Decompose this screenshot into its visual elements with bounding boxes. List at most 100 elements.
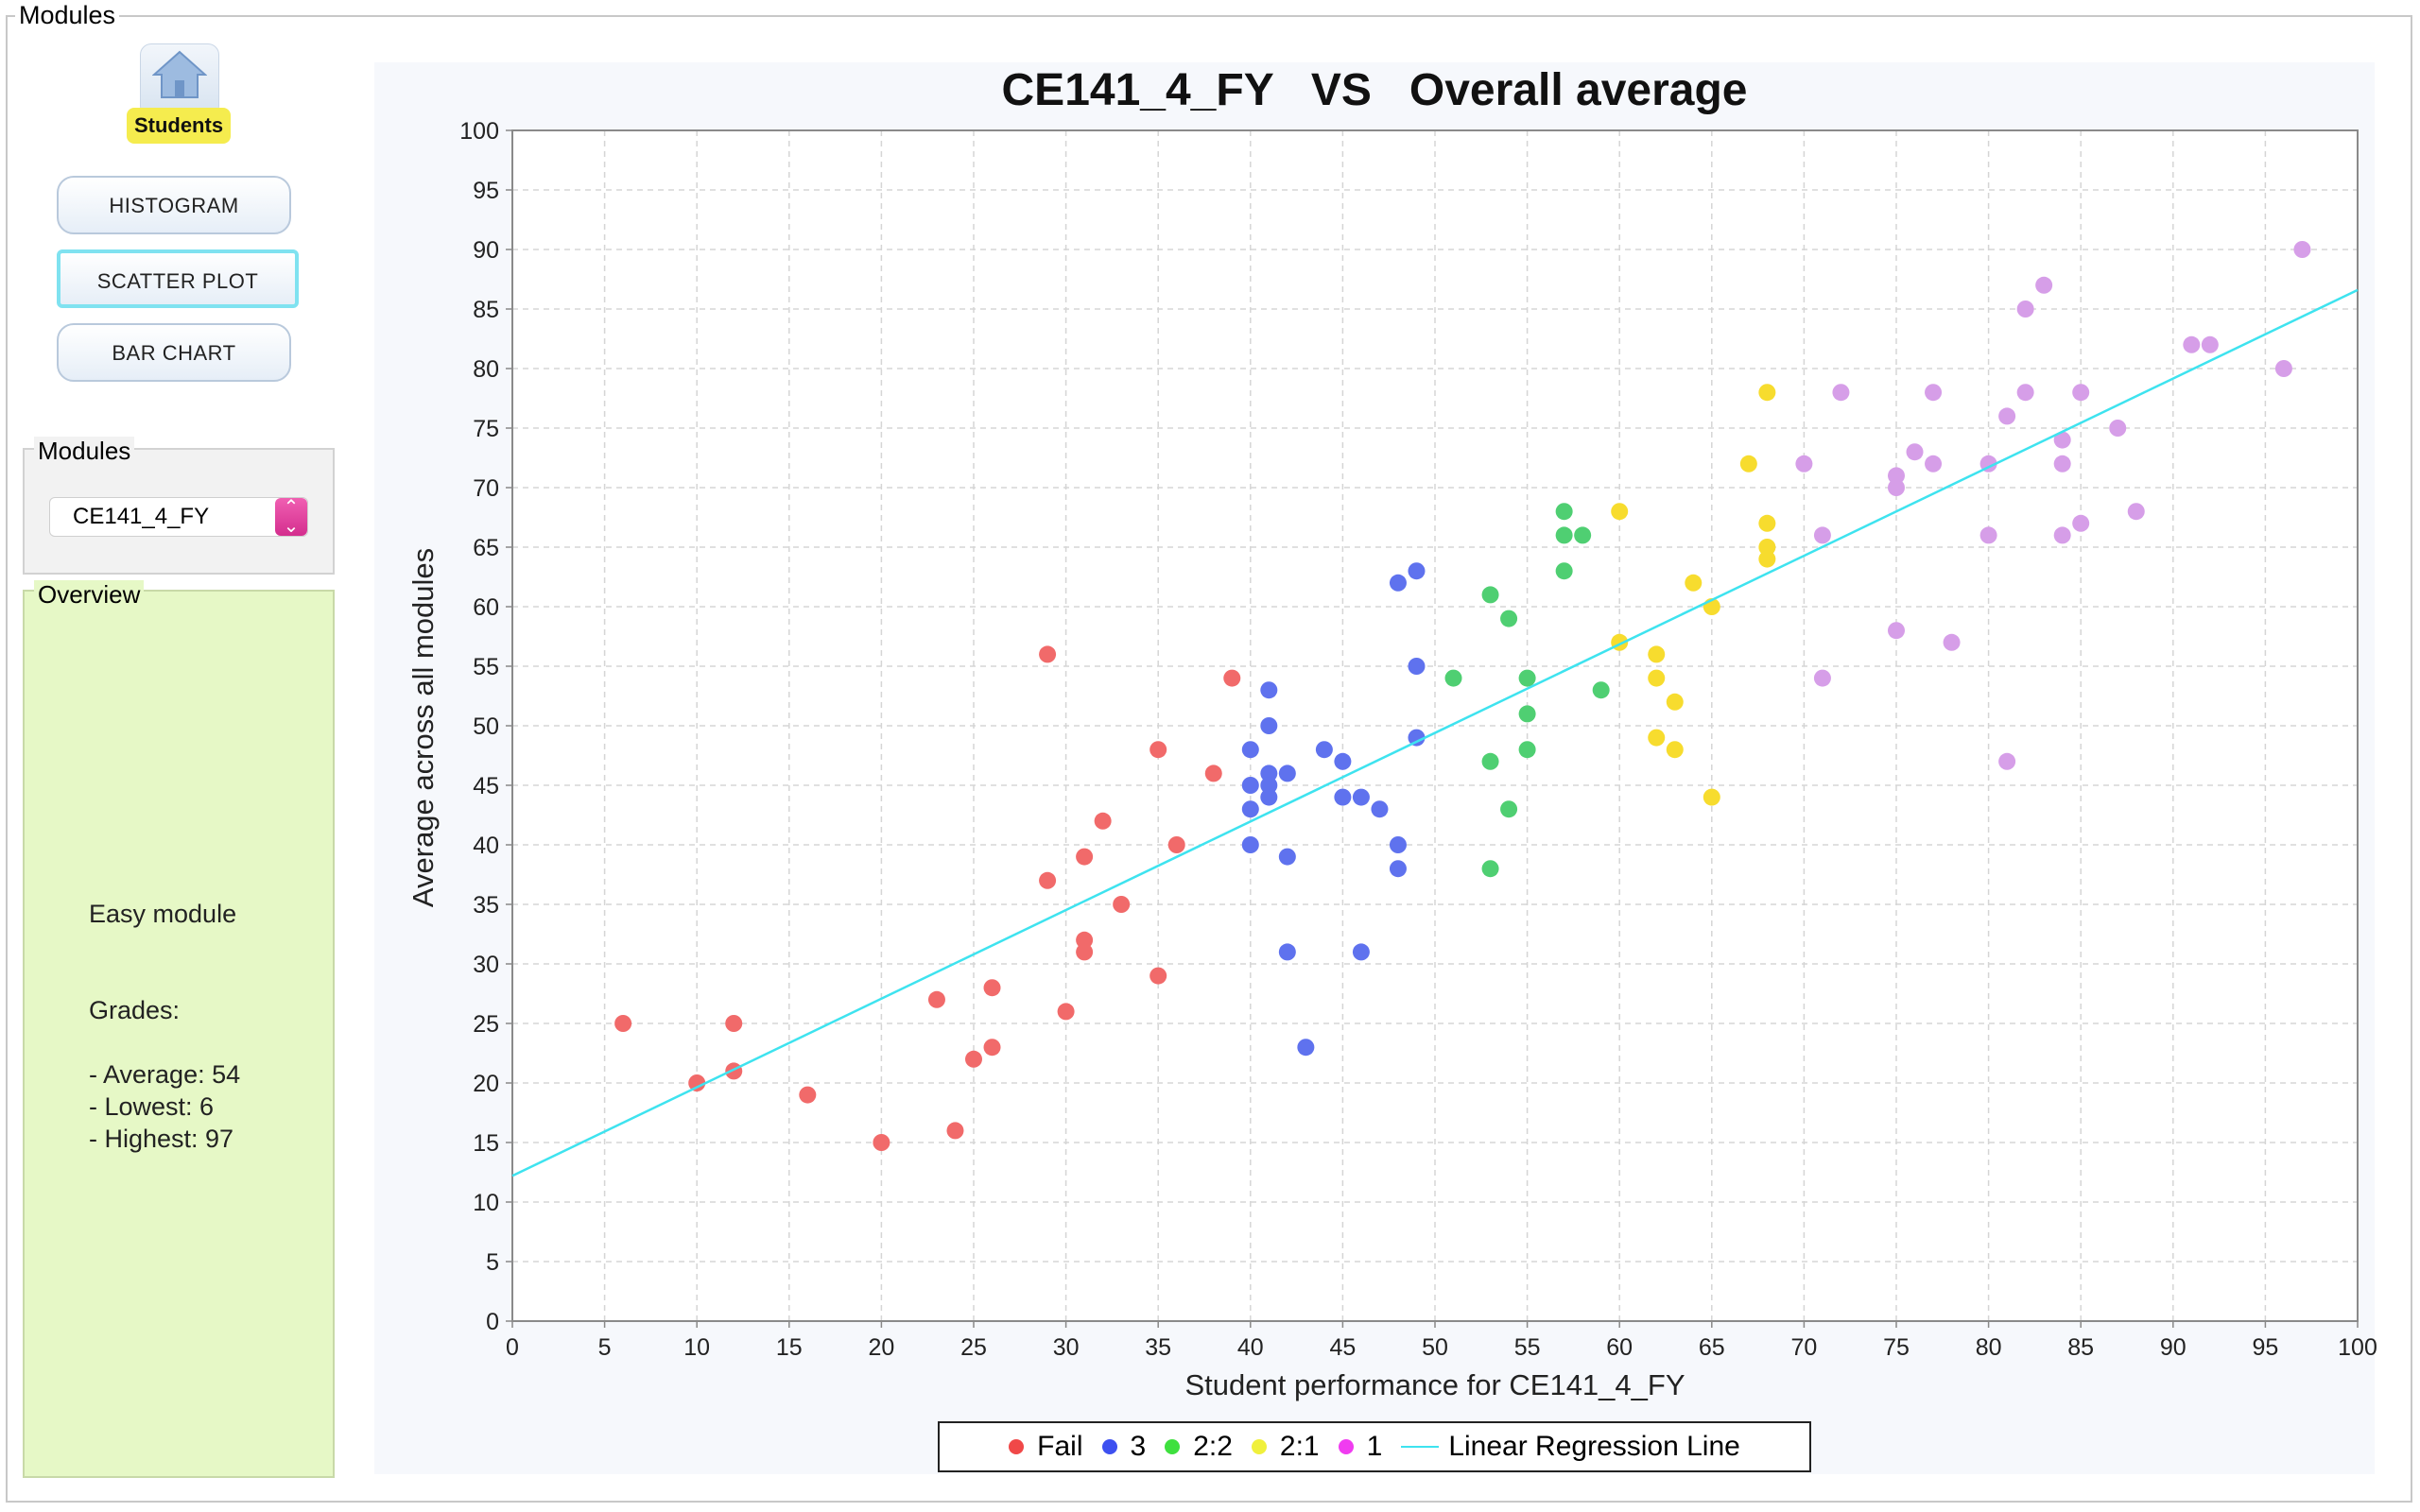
- data-point: [1389, 574, 1407, 592]
- data-point: [614, 1015, 632, 1032]
- legend-dot-first: [1338, 1439, 1354, 1454]
- overview-highest: - Highest: 97: [89, 1125, 234, 1153]
- legend-label-fail: Fail: [1037, 1431, 1083, 1462]
- data-point: [1518, 669, 1536, 687]
- data-point: [983, 1039, 1001, 1057]
- x-tick-label: 85: [2067, 1334, 2094, 1361]
- data-point: [983, 979, 1001, 997]
- data-point: [1076, 931, 1094, 949]
- data-point: [1666, 693, 1684, 711]
- scatter-plot-button[interactable]: SCATTER PLOT: [57, 249, 299, 308]
- x-tick-label: 10: [683, 1334, 710, 1361]
- module-select[interactable]: CE141_4_FY ⌃ ⌄: [49, 497, 308, 537]
- x-tick-label: 20: [868, 1334, 894, 1361]
- data-point: [1555, 562, 1573, 580]
- x-tick-label: 30: [1053, 1334, 1080, 1361]
- data-point: [1888, 467, 1905, 485]
- data-point: [1408, 729, 1426, 747]
- data-point: [1241, 800, 1259, 818]
- data-point: [1998, 407, 2016, 425]
- x-tick-label: 90: [2160, 1334, 2187, 1361]
- y-tick-label: 100: [459, 118, 499, 145]
- data-point: [1500, 610, 1518, 627]
- x-tick-label: 5: [598, 1334, 612, 1361]
- data-point: [1408, 658, 1426, 675]
- data-point: [1315, 741, 1333, 759]
- data-point: [1241, 777, 1259, 794]
- overview-group-title: Overview: [34, 580, 145, 609]
- data-point: [1925, 384, 1943, 402]
- module-select-value: CE141_4_FY: [73, 504, 210, 529]
- x-tick-label: 50: [1422, 1334, 1448, 1361]
- y-tick-label: 80: [473, 356, 499, 383]
- data-point: [1260, 788, 1278, 806]
- data-point: [1278, 765, 1296, 782]
- data-point: [1925, 455, 1943, 472]
- y-tick-label: 30: [473, 952, 499, 978]
- data-point: [1832, 384, 1850, 402]
- data-point: [1260, 717, 1278, 734]
- data-point: [1888, 479, 1905, 496]
- x-tick-label: 100: [2338, 1334, 2377, 1361]
- data-point: [1150, 741, 1167, 759]
- data-point: [1334, 788, 1352, 806]
- y-tick-label: 15: [473, 1130, 499, 1157]
- legend-dot-third: [1101, 1439, 1117, 1454]
- histogram-button[interactable]: HISTOGRAM: [57, 176, 291, 234]
- data-point: [1758, 384, 1776, 402]
- legend-line-regression: [1401, 1446, 1440, 1448]
- data-point: [1666, 741, 1684, 759]
- legend-label-regression: Linear Regression Line: [1448, 1431, 1740, 1462]
- data-point: [1113, 896, 1131, 913]
- data-point: [1260, 777, 1278, 794]
- data-point: [1813, 526, 1831, 544]
- y-tick-label: 25: [473, 1011, 499, 1038]
- data-point: [1334, 752, 1352, 770]
- data-point: [1444, 669, 1462, 687]
- data-point: [688, 1074, 706, 1091]
- legend-item-two-one: 2:1: [1251, 1431, 1320, 1463]
- data-point: [1297, 1039, 1315, 1057]
- students-label[interactable]: Students: [127, 108, 231, 144]
- data-point: [2293, 241, 2311, 258]
- legend-dot-two-one: [1251, 1439, 1267, 1454]
- data-point: [1518, 741, 1536, 759]
- bar-chart-button[interactable]: BAR CHART: [57, 323, 291, 382]
- data-point: [1371, 800, 1389, 818]
- data-point: [1758, 514, 1776, 532]
- data-point: [1352, 943, 1370, 961]
- legend-dot-fail: [1009, 1439, 1025, 1454]
- data-point: [1500, 800, 1518, 818]
- data-point: [1241, 836, 1259, 853]
- data-point: [1703, 788, 1720, 806]
- legend-item-two-two: 2:2: [1165, 1431, 1233, 1463]
- data-point: [1795, 455, 1813, 472]
- data-point: [1648, 729, 1666, 747]
- legend-label-two-one: 2:1: [1279, 1431, 1320, 1462]
- x-tick-label: 60: [1606, 1334, 1633, 1361]
- data-point: [2053, 526, 2071, 544]
- data-point: [965, 1050, 982, 1068]
- data-point: [2053, 431, 2071, 449]
- data-point: [2127, 503, 2145, 521]
- x-tick-label: 0: [506, 1334, 519, 1361]
- data-point: [2109, 420, 2127, 437]
- y-tick-label: 90: [473, 237, 499, 264]
- y-tick-label: 55: [473, 654, 499, 680]
- x-tick-label: 65: [1699, 1334, 1725, 1361]
- data-point: [1039, 645, 1057, 663]
- data-point: [1611, 503, 1629, 521]
- y-tick-label: 0: [486, 1309, 499, 1335]
- data-point: [1758, 550, 1776, 568]
- y-tick-label: 40: [473, 833, 499, 859]
- y-tick-label: 70: [473, 475, 499, 502]
- data-point: [1223, 669, 1241, 687]
- data-point: [1555, 526, 1573, 544]
- chevron-up-down-icon[interactable]: ⌃ ⌄: [275, 498, 307, 536]
- data-point: [1979, 526, 1997, 544]
- y-tick-label: 60: [473, 594, 499, 621]
- legend-label-two-two: 2:2: [1193, 1431, 1233, 1462]
- data-point: [2072, 384, 2090, 402]
- data-point: [725, 1062, 743, 1080]
